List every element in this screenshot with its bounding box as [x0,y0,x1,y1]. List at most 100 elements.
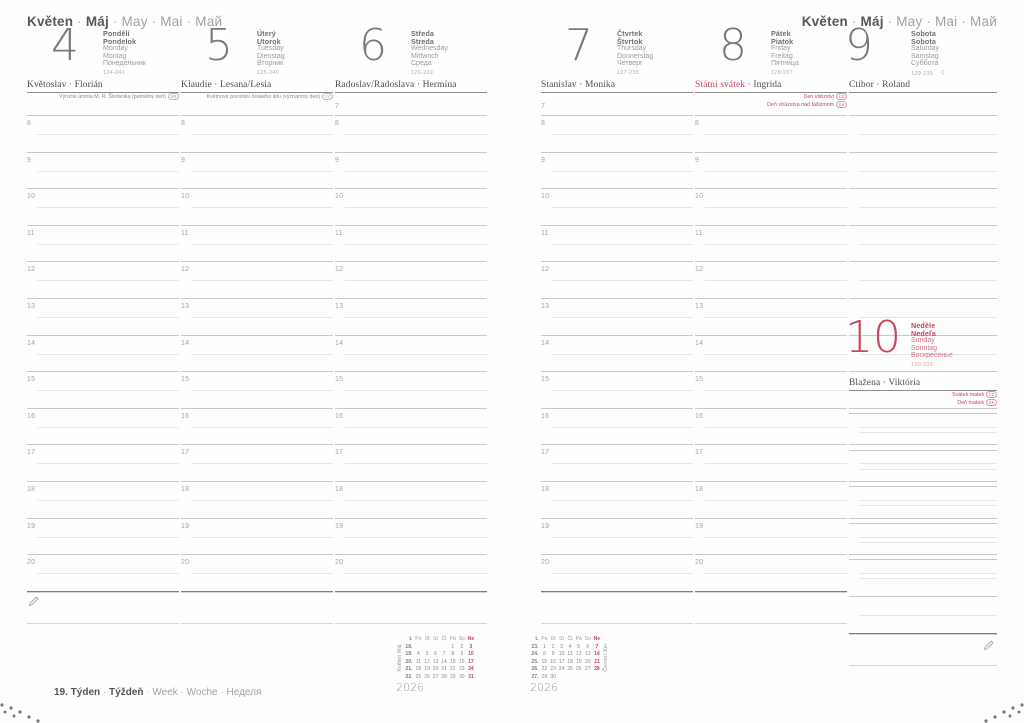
memo-area[interactable] [335,590,487,654]
memo-line[interactable] [541,591,693,623]
hour-row[interactable]: 10 [695,188,847,225]
hour-row[interactable]: 15 [27,371,179,408]
mini-calendar-day[interactable]: 19 [575,658,582,665]
hour-row[interactable]: 17 [335,444,487,481]
hour-row[interactable]: 12 [849,261,997,298]
hour-row[interactable]: 11 [695,224,847,262]
hour-row[interactable] [849,522,997,560]
memo-area[interactable] [541,590,693,654]
hour-row[interactable] [849,413,997,450]
hour-row[interactable]: 20 [849,554,997,591]
mini-calendar-day[interactable]: 25 [567,666,573,673]
hour-row[interactable]: 16 [181,407,333,445]
hour-row[interactable]: 12 [181,261,333,298]
mini-calendar-day[interactable]: 17 [468,658,474,665]
memo-line[interactable] [181,622,333,654]
mini-calendar-day[interactable]: 3 [469,643,473,650]
hour-row[interactable]: 19 [541,517,693,555]
mini-calendar-day[interactable]: 13 [432,658,439,665]
hour-row[interactable]: 16 [27,407,179,445]
mini-calendar-day[interactable]: 16 [458,658,465,665]
mini-calendar-day[interactable]: 20 [432,666,439,673]
hour-row[interactable]: 16 [695,407,847,445]
hour-row[interactable]: 16 [541,407,693,445]
mini-calendar-day[interactable]: 10 [468,651,474,658]
mini-calendar-day[interactable]: 12 [424,658,430,665]
hour-row[interactable]: 15 [695,371,847,408]
hour-row[interactable]: 11 [181,224,333,262]
mini-calendar-day[interactable]: 10 [558,651,565,658]
hour-row[interactable] [849,486,997,523]
hour-row[interactable]: 17 [849,444,997,481]
mini-calendar-day[interactable]: 1 [542,643,546,650]
memo-line[interactable] [849,633,997,665]
hour-row[interactable]: 8 [541,115,693,152]
mini-calendar-day[interactable]: 28 [441,674,447,680]
mini-calendar-day[interactable]: 21 [594,658,600,665]
mini-calendar-day[interactable] [583,673,592,681]
hour-row[interactable]: 19 [849,517,997,555]
mini-calendar-day[interactable]: 20 [584,658,591,665]
mini-calendar-day[interactable]: 11 [415,658,422,665]
hour-row[interactable]: 12 [695,261,847,298]
hour-row[interactable]: 19 [27,517,179,555]
mini-calendar-day[interactable] [557,673,565,681]
hour-row[interactable]: 18 [181,480,333,518]
mini-calendar-day[interactable]: 9 [551,651,555,658]
hour-row[interactable]: 11 [541,224,693,262]
mini-calendar-june[interactable]: Červen Jún t. Po Út St Čt Pá So Ne 23. 1 2 3 4 5 6 7 24.… [530,635,610,694]
mini-calendar-day[interactable]: 3 [560,643,563,650]
mini-calendar-day[interactable]: 23 [458,666,465,673]
mini-calendar-day[interactable]: 8 [451,651,455,658]
hour-row[interactable]: 9 [335,151,487,189]
mini-calendar-day[interactable]: 25 [415,674,422,680]
mini-calendar-day[interactable]: 4 [568,643,572,650]
mini-calendar-day[interactable]: 30 [458,674,465,680]
mini-calendar-day[interactable] [431,643,439,651]
hour-row[interactable]: 8 [695,115,847,152]
hour-row[interactable]: 11 [27,224,179,262]
mini-calendar-day[interactable]: 19 [424,666,430,673]
hour-row[interactable]: 16 [849,407,997,445]
hour-row[interactable]: 14 [541,334,693,372]
hour-row[interactable]: 11 [849,224,997,262]
memo-line[interactable] [335,622,487,654]
mini-calendar-day[interactable]: 15 [541,658,548,665]
memo-line[interactable] [27,622,179,654]
mini-calendar-day[interactable]: 21 [441,666,447,673]
mini-calendar-day[interactable]: 6 [586,643,590,650]
mini-calendar-day[interactable]: 23 [550,666,556,673]
mini-calendar-day[interactable]: 22 [541,666,548,673]
hour-row[interactable]: 19 [335,517,487,555]
mini-calendar-day[interactable]: 5 [425,651,429,658]
hour-row[interactable] [849,595,997,633]
hour-row[interactable]: 8 [181,115,333,152]
memo-area[interactable] [695,590,847,654]
hour-row[interactable]: 19 [181,517,333,555]
hour-row[interactable]: 17 [27,444,179,481]
hour-row[interactable] [849,449,997,487]
mini-calendar-day[interactable]: 28 [594,666,600,673]
hour-row[interactable]: 13 [695,297,847,335]
hour-row[interactable]: 9 [181,151,333,189]
memo-area[interactable] [181,590,333,654]
mini-calendar-day[interactable]: 11 [567,651,573,658]
hour-row[interactable]: 17 [181,444,333,481]
hour-row[interactable]: 20 [27,554,179,591]
mini-calendar-day[interactable]: 29 [541,674,548,680]
mini-calendar-day[interactable]: 7 [442,651,446,658]
mini-calendar-day[interactable]: 30 [550,674,556,680]
mini-calendar-day[interactable] [592,673,601,681]
hour-row[interactable]: 11 [335,224,487,262]
mini-calendar-day[interactable]: 24 [558,666,565,673]
hour-row[interactable]: 15 [181,371,333,408]
hour-row[interactable]: 13 [541,297,693,335]
hour-row[interactable]: 10 [181,188,333,225]
hour-row[interactable]: 16 [335,407,487,445]
mini-calendar-day[interactable]: 15 [449,658,456,665]
memo-line[interactable] [695,622,847,654]
hour-row[interactable]: 12 [27,261,179,298]
hour-row[interactable]: 8 [27,115,179,152]
mini-calendar-day[interactable]: 8 [542,651,546,658]
hour-row[interactable]: 8 [849,115,997,152]
